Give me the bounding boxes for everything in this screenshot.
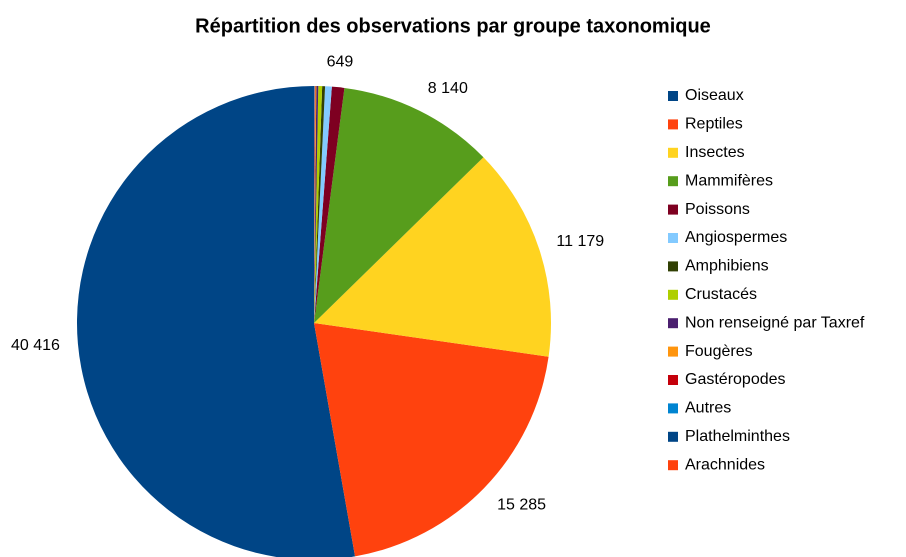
pie-slice — [314, 86, 323, 323]
legend-swatch — [668, 261, 678, 272]
pie-slice — [314, 86, 317, 323]
legend-label: Gastéropodes — [685, 371, 786, 388]
legend-label: Crustacés — [685, 286, 757, 303]
legend-swatch — [668, 204, 678, 215]
data-label: 649 — [327, 54, 354, 71]
legend-label: Fougères — [685, 343, 753, 360]
legend-swatch — [668, 233, 678, 243]
chart-title: Répartition des observations par groupe … — [195, 15, 711, 37]
data-label: 15 285 — [497, 497, 546, 514]
legend-label: Oiseaux — [685, 87, 744, 104]
pie-slice — [314, 86, 345, 323]
legend-label: Angiospermes — [685, 229, 787, 246]
legend-swatch — [668, 176, 678, 187]
legend-label: Mammifères — [685, 172, 773, 189]
legend-label: Reptiles — [685, 116, 743, 133]
legend-swatch — [668, 289, 678, 300]
legend-swatch — [668, 375, 678, 385]
pie-slice — [314, 86, 326, 323]
pie-slice — [314, 86, 315, 323]
pie-slice — [77, 86, 356, 557]
pie-slice — [314, 86, 316, 323]
legend-label: Arachnides — [685, 456, 765, 473]
legend-label: Non renseigné par Taxref — [685, 314, 865, 331]
legend-label: Plathelminthes — [685, 428, 790, 445]
data-label: 40 416 — [11, 337, 60, 354]
legend-swatch — [668, 431, 678, 442]
legend-swatch — [668, 119, 678, 130]
legend-label: Poissons — [685, 201, 750, 218]
legend-swatch — [668, 318, 678, 329]
legend-swatch — [668, 460, 678, 471]
pie-slice — [314, 323, 549, 557]
pie-slice — [314, 86, 332, 324]
pie-slice — [314, 86, 319, 324]
legend-swatch — [668, 346, 678, 357]
data-label: 11 179 — [556, 233, 604, 250]
legend-swatch — [668, 91, 678, 101]
data-label: 8 140 — [428, 80, 468, 97]
legend-label: Amphibiens — [685, 258, 769, 275]
legend-swatch — [668, 147, 678, 158]
pie-slice — [314, 157, 551, 357]
pie-slice — [314, 87, 484, 324]
legend-label: Autres — [685, 400, 731, 417]
legend-swatch — [668, 403, 678, 414]
legend-label: Insectes — [685, 144, 745, 161]
